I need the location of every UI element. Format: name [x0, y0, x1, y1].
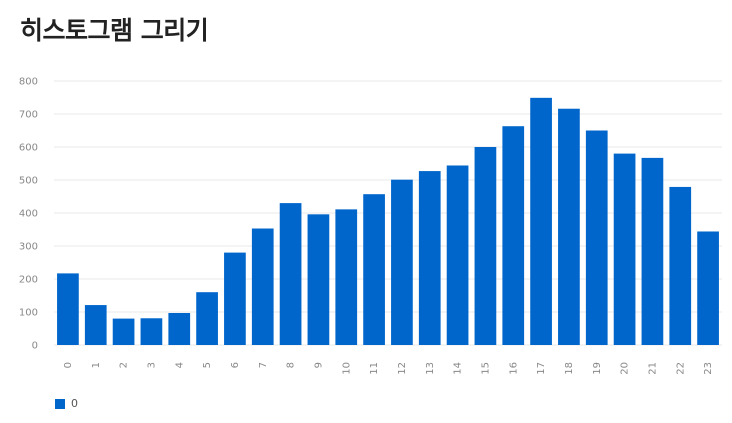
- bar-17[interactable]: [530, 97, 552, 345]
- y-tick-label: 200: [19, 275, 38, 286]
- legend-swatch: [55, 398, 65, 409]
- bar-2[interactable]: [112, 318, 135, 345]
- bar-14[interactable]: [446, 165, 469, 345]
- x-axis: 0 1 2 3 4 5 6 7 8 9 10 11 12 13 14 15 16 17 18 19 20 21 22 23: [63, 362, 714, 375]
- bar-10[interactable]: [335, 209, 358, 345]
- x-tick-label: 9: [313, 362, 324, 368]
- x-tick-label: 19: [592, 362, 603, 375]
- y-tick-label: 500: [19, 176, 38, 187]
- bar-6[interactable]: [224, 252, 246, 345]
- x-tick-label: 8: [286, 362, 297, 368]
- y-tick-label: 700: [19, 110, 38, 121]
- x-tick-label: 6: [230, 362, 241, 368]
- x-tick-label: 0: [63, 362, 74, 368]
- bar-16[interactable]: [502, 126, 525, 346]
- x-tick-label: 10: [341, 362, 352, 375]
- x-tick-label: 7: [258, 362, 269, 368]
- bar-3[interactable]: [140, 318, 163, 345]
- bar-4[interactable]: [168, 312, 191, 345]
- bar-18[interactable]: [558, 108, 580, 345]
- bar-1[interactable]: [84, 305, 107, 345]
- bar-9[interactable]: [307, 214, 330, 345]
- x-tick-label: 1: [91, 362, 102, 368]
- bar-15[interactable]: [474, 147, 497, 345]
- x-tick-label: 2: [119, 362, 130, 368]
- y-tick-label: 300: [19, 242, 38, 253]
- bar-23[interactable]: [697, 231, 719, 345]
- bar-21[interactable]: [641, 157, 664, 345]
- x-tick-label: 21: [647, 362, 658, 375]
- x-tick-label: 5: [202, 362, 213, 368]
- y-axis: 0 100 200 300 400 500 600 700 800: [19, 77, 38, 352]
- bar-20[interactable]: [613, 153, 636, 345]
- y-tick-label: 100: [19, 308, 38, 319]
- bar-7[interactable]: [251, 228, 274, 345]
- x-tick-label: 13: [425, 362, 436, 375]
- x-tick-label: 12: [397, 362, 408, 375]
- x-tick-label: 4: [174, 362, 185, 368]
- x-tick-label: 15: [480, 362, 491, 375]
- bar-8[interactable]: [279, 203, 302, 345]
- x-tick-label: 22: [675, 362, 686, 375]
- y-tick-label: 800: [19, 77, 38, 88]
- bar-19[interactable]: [585, 130, 608, 346]
- bar-11[interactable]: [363, 194, 385, 345]
- y-tick-label: 400: [19, 209, 38, 220]
- bar-13[interactable]: [418, 171, 441, 345]
- page-title: 히스토그램 그리기: [20, 16, 209, 45]
- legend-label: 0: [71, 397, 78, 410]
- x-tick-label: 20: [620, 362, 631, 375]
- y-tick-label: 0: [32, 341, 38, 352]
- x-tick-label: 23: [703, 362, 714, 375]
- x-tick-label: 17: [536, 362, 547, 375]
- x-tick-label: 18: [564, 362, 575, 375]
- grid-layer: [54, 80, 722, 346]
- x-tick-label: 16: [508, 362, 519, 375]
- bar-5[interactable]: [196, 292, 218, 345]
- y-tick-label: 600: [19, 143, 38, 154]
- x-tick-label: 3: [146, 362, 157, 368]
- bar-22[interactable]: [669, 186, 692, 345]
- x-tick-label: 14: [453, 362, 464, 375]
- x-tick-label: 11: [369, 362, 380, 375]
- legend[interactable]: 0: [55, 397, 78, 410]
- bar-0[interactable]: [57, 273, 79, 345]
- bar-12[interactable]: [391, 179, 413, 345]
- bar-layer: [57, 97, 719, 346]
